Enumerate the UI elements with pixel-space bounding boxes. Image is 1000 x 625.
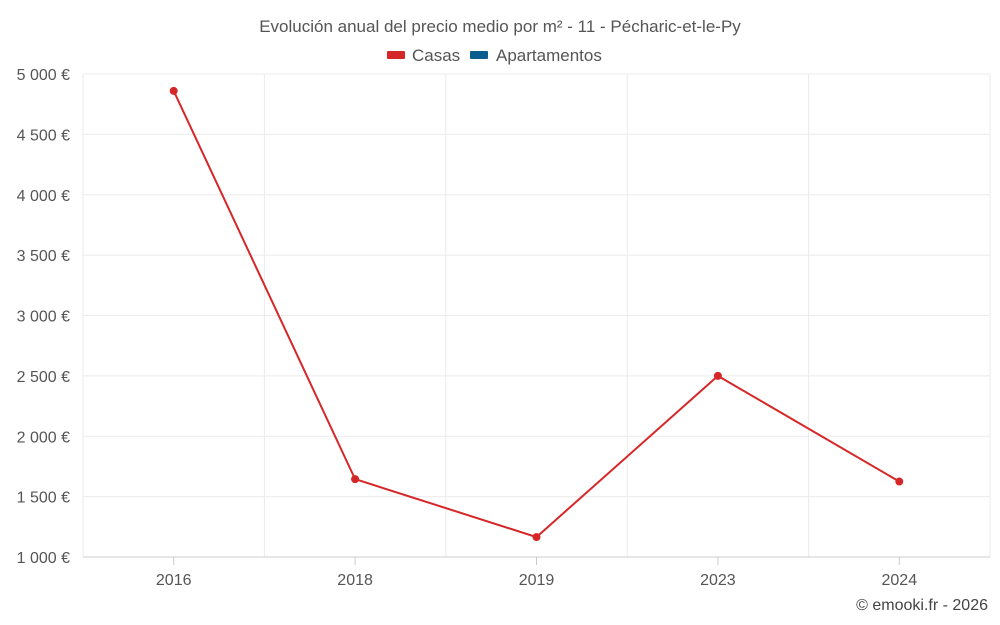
x-tick-label: 2018 [337, 572, 373, 589]
gridlines [82, 73, 991, 557]
x-tick-label: 2024 [882, 572, 918, 589]
data-point-casas-2019[interactable] [532, 533, 541, 542]
y-tick-label: 2 000 € [17, 429, 70, 446]
y-tick-label: 3 500 € [17, 248, 70, 265]
x-tick-label: 2023 [700, 572, 736, 589]
data-point-casas-2024[interactable] [895, 477, 904, 486]
chart-title: Evolución anual del precio medio por m² … [259, 17, 741, 36]
legend-label-casas: Casas [412, 46, 460, 65]
series-line-casas [172, 90, 900, 539]
y-axis-ticks: 1 000 € 1 500 € 2 000 € 2 500 € 3 000 € 3 500… [17, 67, 70, 567]
data-point-casas-2023[interactable] [713, 371, 722, 380]
data-point-casas-2018[interactable] [351, 475, 360, 484]
legend: Casas Apartamentos [387, 46, 602, 65]
y-tick-label: 2 500 € [17, 369, 70, 386]
y-tick-label: 4 500 € [17, 127, 70, 144]
series-lines [172, 90, 900, 539]
data-points [169, 86, 904, 542]
x-tick-label: 2019 [519, 572, 555, 589]
footer-credit: © emooki.fr - 2026 [856, 597, 988, 614]
x-tick-label: 2016 [156, 572, 192, 589]
legend-swatch-apartamentos [470, 51, 488, 59]
y-tick-label: 3 000 € [17, 309, 70, 326]
legend-item-apartamentos[interactable]: Apartamentos [470, 46, 602, 65]
y-tick-label: 4 000 € [17, 188, 70, 205]
x-axis-ticks: 2016 2018 2019 2023 2024 [156, 557, 917, 589]
legend-item-casas[interactable]: Casas [387, 46, 460, 65]
y-tick-label: 1 500 € [17, 490, 70, 507]
y-tick-label: 5 000 € [17, 67, 70, 84]
data-point-casas-2016[interactable] [169, 86, 178, 95]
legend-label-apartamentos: Apartamentos [496, 46, 602, 65]
y-tick-label: 1 000 € [17, 550, 70, 567]
legend-swatch-casas [387, 51, 405, 59]
